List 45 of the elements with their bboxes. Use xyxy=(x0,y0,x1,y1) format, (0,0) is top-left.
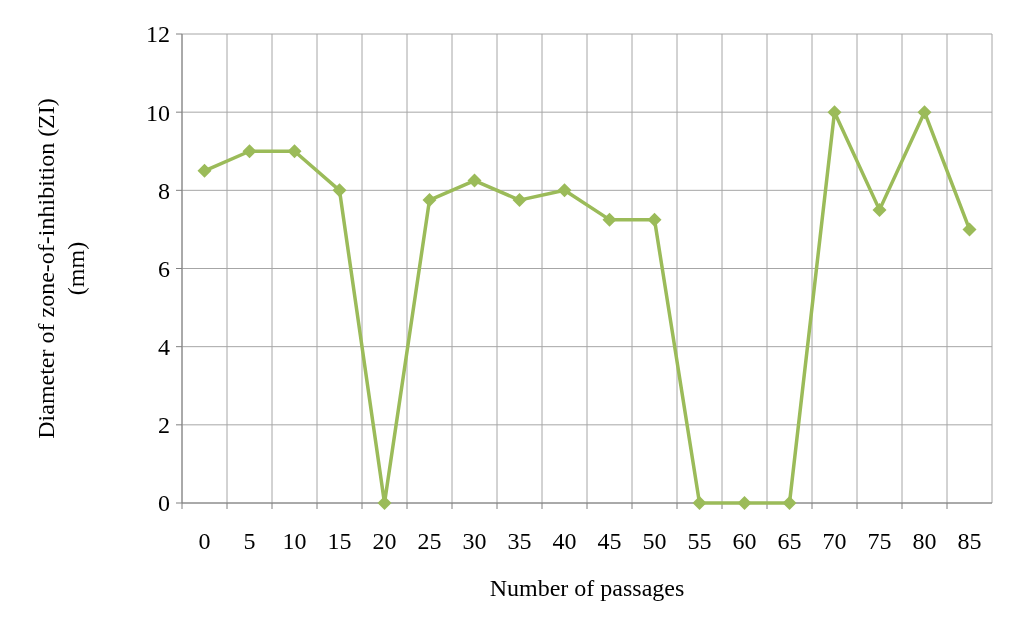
x-tick-label: 85 xyxy=(957,528,982,554)
x-tick-label: 40 xyxy=(552,528,577,554)
x-tick-label: 45 xyxy=(597,528,622,554)
point xyxy=(197,163,212,178)
point xyxy=(692,496,707,510)
point xyxy=(827,105,842,120)
x-axis-title: Number of passages xyxy=(489,575,685,601)
y-tick-label: 12 xyxy=(146,21,170,48)
point xyxy=(917,105,932,120)
x-tick-label: 80 xyxy=(912,528,937,554)
point xyxy=(962,222,977,237)
x-tick-label: 65 xyxy=(777,528,802,554)
point xyxy=(422,193,437,208)
point xyxy=(467,173,482,188)
point xyxy=(377,496,392,510)
y-tick-label: 6 xyxy=(158,255,170,282)
x-tick-label: 20 xyxy=(372,528,397,554)
point xyxy=(332,183,347,198)
x-tick-label: 60 xyxy=(732,528,757,554)
point xyxy=(557,183,572,198)
x-tick-label: 15 xyxy=(327,528,352,554)
x-tick-label: 30 xyxy=(462,528,487,554)
y-tick-label: 0 xyxy=(158,490,170,517)
x-tick-label: 0 xyxy=(198,528,211,554)
y-tick-label: 2 xyxy=(158,412,170,439)
point xyxy=(242,144,257,159)
point xyxy=(647,212,662,227)
x-tick-label: 55 xyxy=(687,528,712,554)
x-tick-label: 70 xyxy=(822,528,847,554)
point xyxy=(287,144,302,159)
point xyxy=(602,212,617,227)
x-tick-label: 25 xyxy=(417,528,442,554)
x-tick-label: 75 xyxy=(867,528,892,554)
x-tick-label: 5 xyxy=(243,528,256,554)
x-tick-label: 50 xyxy=(642,528,667,554)
point xyxy=(872,202,887,217)
y-tick-label: 8 xyxy=(158,177,170,204)
point xyxy=(512,193,527,208)
x-tick-label: 35 xyxy=(507,528,532,554)
y-tick-label: 4 xyxy=(158,334,170,361)
x-tick-label: 10 xyxy=(282,528,307,554)
y-axis-title: Diameter of zone-of-inhibition (ZI) (mm) xyxy=(33,98,89,439)
point xyxy=(782,496,797,510)
point xyxy=(737,496,752,510)
y-tick-label: 10 xyxy=(146,99,170,126)
